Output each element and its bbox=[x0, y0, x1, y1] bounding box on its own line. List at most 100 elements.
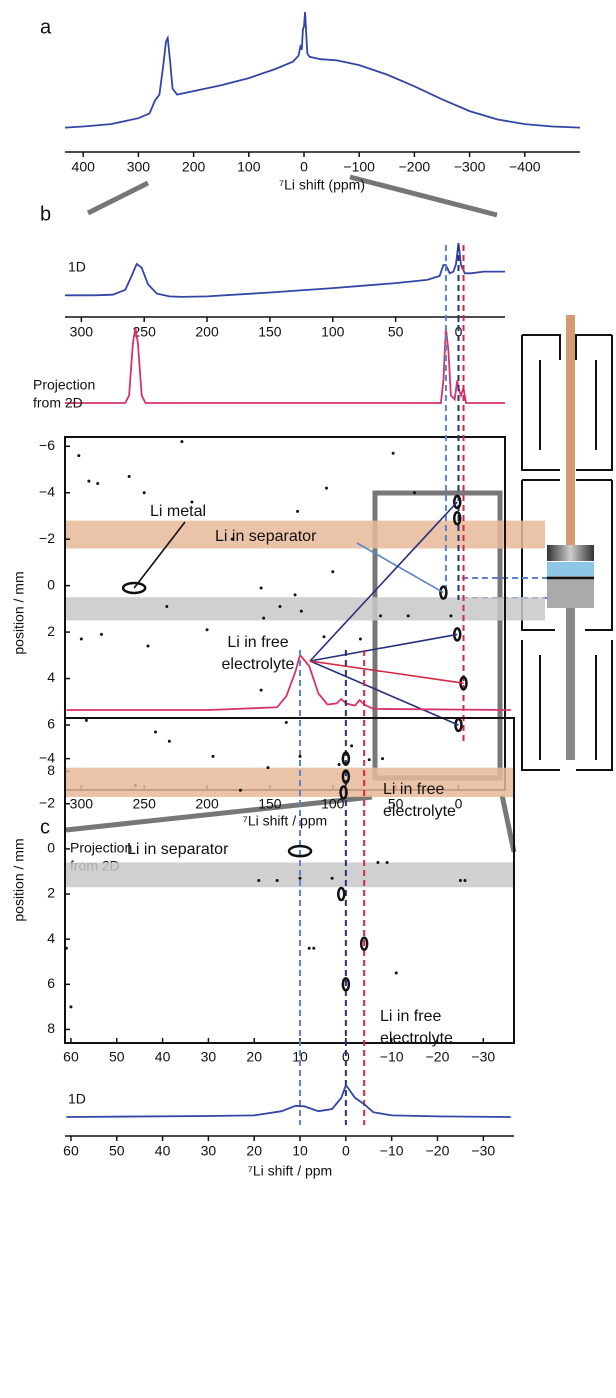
y-tick-label: 6 bbox=[47, 975, 55, 991]
peak-dot bbox=[449, 614, 453, 618]
spectrum bbox=[65, 327, 505, 404]
y-tick-label: −2 bbox=[39, 530, 55, 546]
separator bbox=[547, 562, 594, 576]
x-tick-label: 200 bbox=[182, 159, 206, 175]
peak-dot bbox=[77, 454, 81, 458]
peak-contour bbox=[121, 581, 147, 595]
peak-dot bbox=[205, 628, 209, 632]
y-tick-label: 0 bbox=[47, 576, 55, 592]
x-tick-label: 30 bbox=[201, 1049, 217, 1065]
peak-dot bbox=[331, 570, 335, 574]
peak-dot bbox=[180, 440, 184, 444]
x-tick-label: −100 bbox=[343, 159, 375, 175]
zoom-line bbox=[349, 174, 498, 218]
peak-dot bbox=[167, 739, 171, 743]
lower-rod bbox=[566, 608, 575, 760]
panel-label: c bbox=[40, 816, 50, 838]
peak-contour bbox=[341, 769, 351, 784]
x-axis-label: ⁷Li shift / ppm bbox=[243, 813, 327, 829]
x-tick-label: 40 bbox=[155, 1049, 171, 1065]
peak-dot bbox=[84, 718, 88, 722]
peak-contour bbox=[452, 494, 462, 510]
x-tick-label: 200 bbox=[195, 324, 219, 340]
x-tick-label: −300 bbox=[454, 159, 486, 175]
x-axis-label: ⁷Li shift / ppm bbox=[248, 1163, 332, 1179]
spectrum bbox=[66, 1083, 511, 1118]
x-tick-label: 200 bbox=[195, 796, 219, 812]
y-axis-label: position / mm bbox=[11, 838, 27, 921]
x-tick-label: 20 bbox=[246, 1143, 262, 1159]
peak-dot bbox=[412, 491, 416, 495]
position-band bbox=[65, 862, 514, 888]
x-tick-label: 60 bbox=[63, 1143, 79, 1159]
y-tick-label: 6 bbox=[47, 716, 55, 732]
x-tick-label: −400 bbox=[509, 159, 541, 175]
zoom-line bbox=[65, 794, 373, 833]
peak-dot bbox=[79, 637, 83, 641]
peak-dot bbox=[330, 876, 334, 880]
peak-dot bbox=[259, 688, 263, 692]
x-tick-label: 20 bbox=[246, 1049, 262, 1065]
peak-dot bbox=[406, 614, 410, 618]
x-tick-label: 100 bbox=[321, 324, 345, 340]
peak-dot bbox=[381, 757, 385, 761]
annotation: Li in free bbox=[227, 634, 288, 651]
series-name: 1D bbox=[68, 259, 86, 275]
peak-dot bbox=[322, 635, 326, 639]
peak-dot bbox=[337, 762, 341, 766]
y-tick-label: 8 bbox=[47, 1020, 55, 1036]
x-tick-label: −20 bbox=[426, 1143, 450, 1159]
annotation-connector bbox=[309, 660, 459, 726]
peak-dot bbox=[367, 758, 371, 762]
panel-label: b bbox=[40, 203, 51, 225]
annotation-connector bbox=[309, 501, 458, 662]
x-tick-label: 0 bbox=[342, 1143, 350, 1159]
peak-contour bbox=[359, 936, 369, 951]
peak-dot bbox=[266, 766, 270, 770]
annotation: Li in separator bbox=[215, 528, 317, 545]
y-tick-label: 4 bbox=[47, 669, 55, 685]
peak-dot bbox=[211, 754, 215, 758]
peak-contour bbox=[439, 585, 448, 600]
y-tick-label: 2 bbox=[47, 885, 55, 901]
lower-electrode bbox=[547, 580, 594, 608]
x-tick-label: −10 bbox=[380, 1143, 404, 1159]
annotation-connector bbox=[309, 633, 458, 662]
peak-dot bbox=[284, 721, 288, 725]
peak-contour bbox=[341, 751, 351, 766]
y-tick-label: −6 bbox=[39, 437, 55, 453]
annotation: electrolyte bbox=[222, 656, 295, 673]
peak-contour bbox=[339, 785, 348, 800]
peak-dot bbox=[262, 616, 266, 620]
peak-dot bbox=[142, 491, 146, 495]
peak-contour bbox=[287, 844, 313, 858]
x-tick-label: 250 bbox=[133, 324, 157, 340]
x-tick-label: 0 bbox=[342, 1049, 350, 1065]
y-axis-label: position / mm bbox=[11, 571, 27, 654]
peak-dot bbox=[463, 879, 467, 882]
peak-dot bbox=[64, 946, 68, 950]
peak-dot bbox=[165, 605, 169, 609]
x-tick-label: 150 bbox=[258, 324, 282, 340]
peak-dot bbox=[358, 637, 362, 641]
peak-dot bbox=[307, 946, 311, 950]
annotation-connector bbox=[309, 660, 464, 684]
peak-dot bbox=[391, 451, 395, 455]
x-tick-label: −30 bbox=[471, 1049, 495, 1065]
x-tick-label: 150 bbox=[258, 796, 282, 812]
x-tick-label: 300 bbox=[127, 159, 151, 175]
peak-dot bbox=[259, 586, 263, 590]
x-tick-label: 50 bbox=[109, 1049, 125, 1065]
peak-dot bbox=[293, 593, 297, 597]
x-tick-label: 50 bbox=[388, 796, 404, 812]
x-axis-label: ⁷Li shift (ppm) bbox=[279, 177, 365, 193]
x-tick-label: 50 bbox=[388, 324, 404, 340]
peak-dot bbox=[298, 876, 302, 880]
x-tick-label: 0 bbox=[300, 159, 308, 175]
annotation: Li in free bbox=[383, 781, 444, 798]
peak-dot bbox=[257, 879, 261, 882]
peak-dot bbox=[275, 879, 279, 882]
series-name: Projection bbox=[33, 377, 95, 393]
peak-dot bbox=[146, 644, 150, 648]
